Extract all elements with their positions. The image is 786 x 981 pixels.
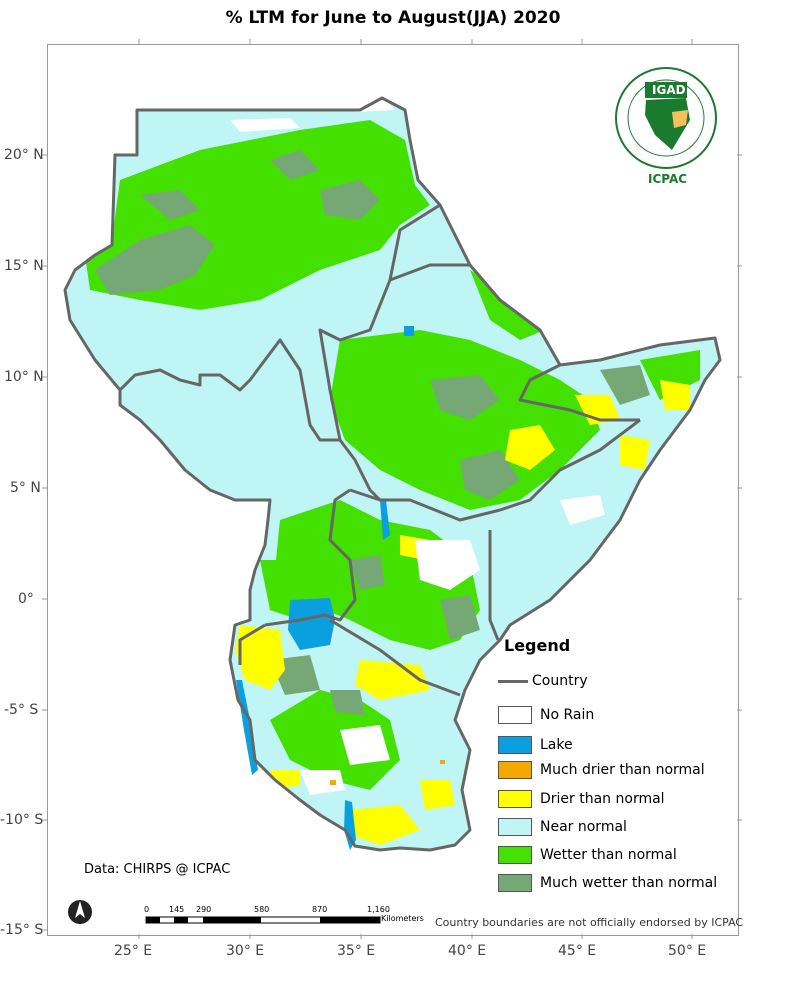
swatch-near-normal [498, 818, 532, 836]
country-line-swatch [498, 679, 528, 683]
lake-victoria [288, 598, 335, 650]
scale-tick-1160: 1,160 [367, 905, 390, 914]
north-arrow-icon [68, 900, 92, 924]
scale-tick-0: 0 [144, 905, 150, 914]
lat-label-10n: 10° N [4, 369, 44, 385]
legend-label: Much wetter than normal [540, 875, 718, 891]
lat-label-15n: 15° N [4, 258, 44, 274]
swatch-lake [498, 736, 532, 754]
logo-inner-text: IGAD [652, 83, 686, 97]
country-borders [63, 96, 722, 852]
swatch-wetter [498, 846, 532, 864]
axis-ticks [42, 39, 742, 939]
logo-caption: ICPAC [648, 172, 688, 186]
lake-tana [404, 326, 414, 336]
scale-tick-145: 145 [169, 905, 185, 914]
scale-tick-870: 870 [312, 905, 328, 914]
lon-label-25e: 25° E [114, 943, 153, 959]
lat-label-10s: -10° S [0, 812, 44, 828]
lat-label-0: 0° [18, 591, 34, 607]
legend-item-much-drier: Much drier than normal [498, 759, 705, 781]
drier-than-normal-areas [235, 380, 690, 845]
lon-label-35e: 35° E [337, 943, 376, 959]
swatch-much-wetter [498, 874, 532, 892]
legend-label: Wetter than normal [540, 847, 677, 863]
swatch-drier [498, 790, 532, 808]
legend-title: Legend [504, 636, 571, 655]
legend-item-drier: Drier than normal [498, 788, 665, 810]
legend-label: Country [532, 673, 588, 689]
lon-label-40e: 40° E [448, 943, 487, 959]
scale-tick-580: 580 [254, 905, 270, 914]
data-source-text: Data: CHIRPS @ ICPAC [84, 862, 231, 877]
scale-unit: Kilometers [381, 914, 424, 923]
disclaimer-text: Country boundaries are not officially en… [435, 916, 744, 929]
legend-item-much-wetter: Much wetter than normal [498, 872, 717, 894]
legend-label: No Rain [540, 707, 595, 723]
lat-label-5s: -5° S [4, 702, 39, 718]
legend-label: Drier than normal [540, 791, 665, 807]
legend-item-near-normal: Near normal [498, 816, 627, 838]
legend-label: Lake [540, 737, 573, 753]
lake-turkana [380, 500, 390, 540]
scale-tick-290: 290 [196, 905, 212, 914]
legend-item-country: Country [498, 670, 588, 692]
swatch-much-drier [498, 761, 532, 779]
lat-label-15s: -15° S [0, 922, 44, 938]
legend-item-lake: Lake [498, 734, 573, 756]
igad-logo [615, 67, 717, 169]
much-wetter-than-normal-areas [95, 150, 650, 715]
lon-label-30e: 30° E [226, 943, 265, 959]
lat-label-20n: 20° N [4, 147, 44, 163]
lon-label-50e: 50° E [668, 943, 707, 959]
lat-label-5n: 5° N [10, 480, 41, 496]
legend-item-no-rain: No Rain [498, 704, 594, 726]
legend-label: Much drier than normal [540, 762, 705, 778]
legend-item-wetter: Wetter than normal [498, 844, 677, 866]
lon-label-45e: 45° E [558, 943, 597, 959]
lake-malawi [344, 800, 356, 850]
scale-bar [145, 916, 381, 924]
map-title: % LTM for June to August(JJA) 2020 [225, 8, 561, 28]
much-drier-than-normal-areas [330, 760, 445, 785]
legend-label: Near normal [540, 819, 627, 835]
swatch-no-rain [498, 706, 532, 724]
